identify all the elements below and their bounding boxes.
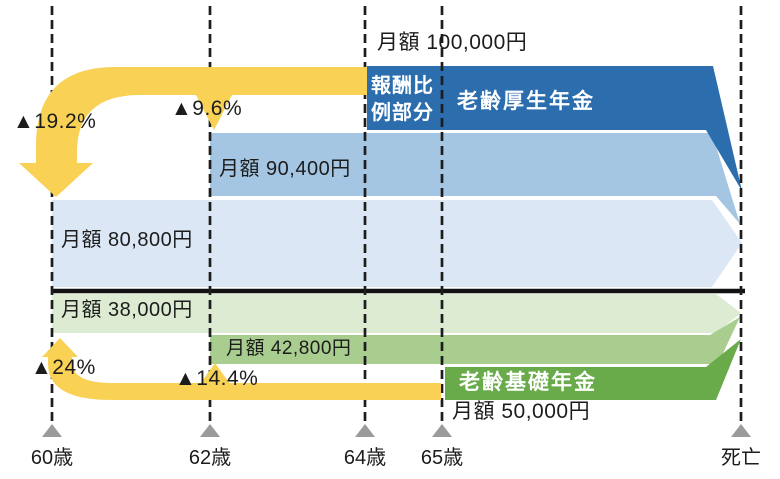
age-label-65: 65歳	[420, 447, 464, 469]
age-marker-64	[355, 424, 375, 437]
basic-amount-at-62: 月額 42,800円	[226, 338, 352, 359]
employee-pension-band-age64	[367, 66, 742, 191]
employee-amount-at-62: 月額 90,400円	[219, 158, 351, 180]
employee-pension-name: 老齢厚生年金	[457, 90, 595, 113]
employee-reduction-at-60: ▲19.2%	[13, 110, 97, 133]
employee-amount-at-60: 月額 80,800円	[61, 229, 193, 251]
age-marker-death	[731, 424, 751, 437]
basic-pension-band-age62	[210, 317, 740, 364]
age-label-62: 62歳	[188, 447, 232, 469]
age-label-death: 死亡	[721, 447, 761, 469]
age-marker-60	[42, 424, 62, 437]
basic-pension-amount-normal: 月額 50,000円	[452, 400, 591, 423]
basic-pension-band-age60	[52, 294, 741, 333]
basic-pension-name: 老齢基礎年金	[459, 371, 597, 394]
age-label-60: 60歳	[30, 447, 74, 469]
employee-pension-band-age60	[52, 200, 742, 287]
employee-pension-band-age62	[210, 133, 740, 224]
early-claim-arrowhead-employee-62	[196, 95, 232, 130]
age-marker-62	[200, 424, 220, 437]
earnings-related-portion-line1: 報酬比	[371, 75, 434, 97]
basic-amount-at-60: 月額 38,000円	[61, 299, 193, 321]
employee-pension-amount-normal: 月額 100,000円	[377, 31, 528, 54]
employee-reduction-at-62: ▲9.6%	[171, 97, 243, 120]
age-label-64: 64歳	[343, 447, 387, 469]
earnings-related-portion-line2: 例部分	[371, 102, 434, 124]
age-marker-65	[432, 424, 452, 437]
early-claim-arrowhead-basic-62	[200, 363, 230, 384]
earnings-related-portion-label: 報酬比 例部分	[371, 73, 434, 127]
basic-pension-band-age65	[445, 339, 741, 400]
early-claim-arrow-basic	[42, 338, 441, 400]
basic-reduction-at-62: ▲14.4%	[175, 367, 259, 390]
basic-reduction-at-60: ▲24%	[31, 356, 96, 379]
early-claim-arrow-employee	[19, 67, 367, 197]
